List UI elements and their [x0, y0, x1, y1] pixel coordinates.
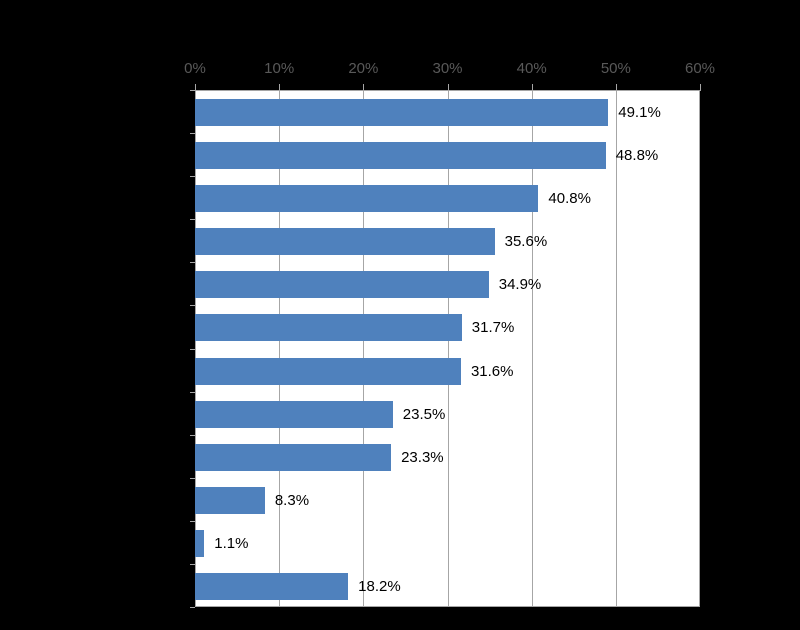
bar-value-label: 35.6%	[504, 233, 548, 251]
bar-value-label: 1.1%	[214, 534, 249, 552]
y-axis-tick-mark	[190, 434, 195, 436]
bar-row: 48.8%	[195, 134, 700, 177]
bar-value-label: 31.7%	[471, 319, 515, 337]
y-axis-tick-mark	[190, 477, 195, 479]
y-axis-tick-mark	[190, 520, 195, 522]
y-axis-tick-mark	[190, 348, 195, 350]
bar-value-label: 49.1%	[618, 104, 661, 122]
bar-row: 1.1%	[195, 522, 700, 565]
bar	[195, 486, 265, 514]
bar-value-label: 23.5%	[402, 405, 446, 423]
x-axis-tick-mark	[700, 84, 701, 91]
bar	[195, 357, 461, 385]
y-axis-tick-mark	[190, 607, 195, 608]
x-axis-tick-mark	[195, 84, 196, 91]
y-axis-tick-mark	[190, 176, 195, 178]
gridline	[699, 91, 700, 606]
x-axis-tick-mark	[279, 84, 281, 91]
x-axis-tick-label: 30%	[432, 60, 463, 77]
gridline	[531, 91, 533, 606]
y-axis-tick-mark	[190, 133, 195, 135]
bar	[195, 142, 606, 170]
x-axis-tick-label: 0%	[184, 60, 206, 77]
bar-row: 23.5%	[195, 393, 700, 436]
bar	[195, 400, 393, 428]
bar	[195, 572, 349, 600]
bar-value-label: 8.3%	[274, 491, 310, 509]
y-axis-tick-mark	[190, 391, 195, 393]
bar	[195, 443, 392, 471]
bar	[195, 185, 539, 213]
x-axis-tick-mark	[531, 84, 533, 91]
gridline	[195, 91, 196, 606]
bar-row: 23.3%	[195, 436, 700, 479]
plot-area: 49.1% 48.8% 40.8% 35.6% 34.9% 31.7% 31.6% 23.5%…	[195, 90, 700, 607]
y-axis-tick-mark	[190, 219, 195, 221]
y-axis-tick-mark	[190, 305, 195, 307]
x-axis-tick-mark	[363, 84, 365, 91]
bar-row: 34.9%	[195, 263, 700, 306]
bar-value-label: 18.2%	[358, 577, 401, 595]
y-axis-tick-mark	[190, 90, 195, 91]
gridline	[279, 91, 281, 606]
bar	[195, 314, 462, 342]
x-axis-tick-label: 50%	[600, 60, 631, 77]
bar-value-label: 23.3%	[401, 448, 444, 466]
x-axis-tick-label: 40%	[516, 60, 547, 77]
bar-row: 31.7%	[195, 306, 700, 349]
bar-row: 31.6%	[195, 349, 700, 392]
bar-row: 18.2%	[195, 565, 700, 608]
bar	[195, 271, 489, 299]
bar	[195, 99, 609, 127]
bar-row: 49.1%	[195, 91, 700, 134]
gridline	[615, 91, 617, 606]
gridline	[447, 91, 449, 606]
bar-row: 8.3%	[195, 479, 700, 522]
x-axis-tick-label: 10%	[264, 60, 295, 77]
bar-value-label: 40.8%	[548, 190, 591, 208]
bar-series: 49.1% 48.8% 40.8% 35.6% 34.9% 31.7% 31.6% 23.5%…	[195, 91, 700, 606]
bar	[195, 228, 495, 256]
x-axis-tick-mark	[447, 84, 449, 91]
x-axis-tick-label: 60%	[684, 60, 716, 77]
bar-value-label: 34.9%	[498, 276, 542, 294]
bar	[195, 529, 205, 557]
y-axis-tick-mark	[190, 262, 195, 264]
x-axis-tick-mark	[615, 84, 617, 91]
x-axis-tick-label: 20%	[348, 60, 379, 77]
y-axis-tick-mark	[190, 563, 195, 565]
bar-value-label: 48.8%	[615, 147, 659, 165]
bar-row: 35.6%	[195, 220, 700, 263]
gridline	[363, 91, 365, 606]
bar-row: 40.8%	[195, 177, 700, 220]
bar-value-label: 31.6%	[470, 362, 514, 380]
